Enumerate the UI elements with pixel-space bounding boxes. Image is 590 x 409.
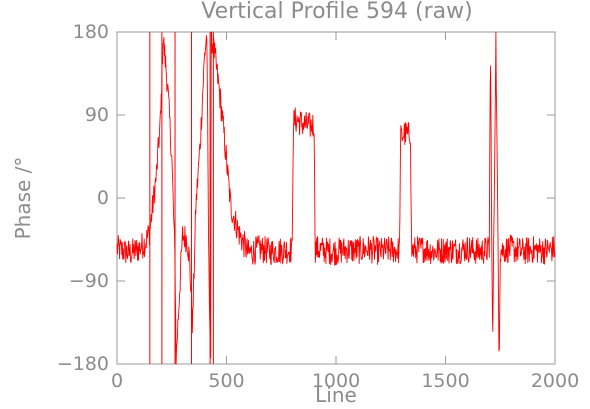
x-tick-label: 0 <box>111 370 123 392</box>
x-tick-label: 1000 <box>312 370 360 392</box>
y-tick-label: 90 <box>85 104 109 126</box>
y-tick-label: −90 <box>69 270 109 292</box>
y-tick-label: −180 <box>57 353 109 375</box>
y-axis-label: Phase /° <box>11 157 35 240</box>
y-tick-label: 180 <box>73 21 109 43</box>
y-axis: 180 90 0 −90 −180 <box>57 21 555 375</box>
x-tick-label: 1500 <box>421 370 469 392</box>
x-tick-label: 2000 <box>531 370 579 392</box>
x-tick-label: 500 <box>208 370 244 392</box>
plot-area <box>116 31 556 365</box>
x-axis: 0 500 1000 1500 2000 <box>111 32 579 392</box>
series-line <box>116 31 556 365</box>
y-tick-label: 0 <box>97 187 109 209</box>
x-axis-label: Line <box>315 383 357 407</box>
chart-title: Vertical Profile 594 (raw) <box>201 0 472 24</box>
